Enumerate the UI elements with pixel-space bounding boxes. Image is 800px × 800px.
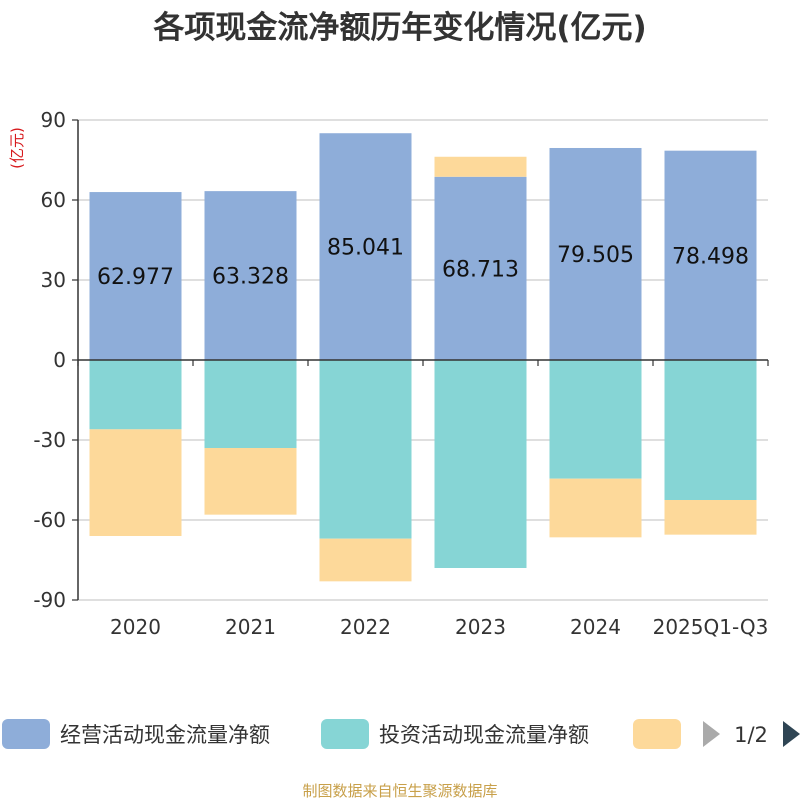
bar-series0-2023[interactable] [434,176,527,360]
x-axis-tick-label: 2023 [455,615,506,639]
x-axis-tick-label: 2021 [225,615,276,639]
bar-series2-2024[interactable] [549,478,642,538]
legend-swatch-financing [633,719,681,749]
x-axis-tick-label: 2022 [340,615,391,639]
data-label-2025Q1-Q3: 78.498 [672,244,749,269]
y-axis-tick-label: 90 [41,108,66,132]
bar-series1-2021[interactable] [204,360,297,448]
legend-prev-page-icon[interactable] [703,721,720,747]
bar-series0-2025Q1-Q3[interactable] [664,150,757,360]
bar-series2-2020[interactable] [89,429,182,536]
axes: 90 60 30 0 -30 -60 -90 2020 2021 2022 2023 2024 2025… [33,108,769,639]
bar-series1-2025Q1-Q3[interactable] [664,360,757,500]
data-labels: 62.977 63.328 85.041 68.713 79.505 78.498 [97,236,749,290]
data-source-note: 制图数据来自恒生聚源数据库 [302,782,497,800]
y-axis-tick-label: 30 [41,268,66,292]
y-axis-tick-label: 0 [53,348,66,372]
legend: 经营活动现金流量净额 投资活动现金流量净额 1/2 [2,719,800,749]
bar-series1-2024[interactable] [549,360,642,479]
bar-series1-2022[interactable] [319,360,412,539]
legend-item-financing[interactable] [633,719,681,749]
y-axis-tick-label: -30 [33,428,66,452]
bar-series0-2022[interactable] [319,133,412,360]
legend-swatch-investing [321,719,369,749]
bar-series0-2024[interactable] [549,147,642,360]
data-label-2020: 62.977 [97,265,174,290]
y-axis-tick-label: 60 [41,188,66,212]
data-label-2022: 85.041 [327,236,404,261]
legend-page-indicator: 1/2 [734,723,768,747]
y-axis-tick-label: -60 [33,508,66,532]
legend-label-operating: 经营活动现金流量净额 [60,723,270,747]
data-label-2023: 68.713 [442,257,519,282]
x-axis-tick-label: 2025Q1-Q3 [653,615,769,639]
legend-swatch-operating [2,719,50,749]
bar-series2-2025Q1-Q3[interactable] [664,500,757,535]
x-axis-tick-label: 2020 [110,615,161,639]
bar-series0-2021[interactable] [204,191,297,360]
y-axis-tick-label: -90 [33,588,66,612]
legend-label-investing: 投资活动现金流量净额 [379,723,589,747]
bars [89,133,757,582]
legend-item-investing[interactable]: 投资活动现金流量净额 [321,719,589,749]
gridlines [78,119,768,601]
bar-series1-2023[interactable] [434,360,527,568]
data-label-2021: 63.328 [212,265,289,290]
data-label-2024: 79.505 [557,243,634,268]
bar-series0-2020[interactable] [89,192,182,360]
bar-series2-2021[interactable] [204,448,297,515]
legend-next-page-icon[interactable] [783,721,800,747]
y-axis-unit-label: (亿元) [8,127,26,169]
bar-series1-2020[interactable] [89,360,182,430]
bar-series2-2023[interactable] [434,156,527,177]
x-axis-tick-label: 2024 [570,615,621,639]
chart-title: 各项现金流净额历年变化情况(亿元) [152,10,646,46]
legend-item-operating[interactable]: 经营活动现金流量净额 [2,719,270,749]
bar-series2-2022[interactable] [319,538,412,582]
